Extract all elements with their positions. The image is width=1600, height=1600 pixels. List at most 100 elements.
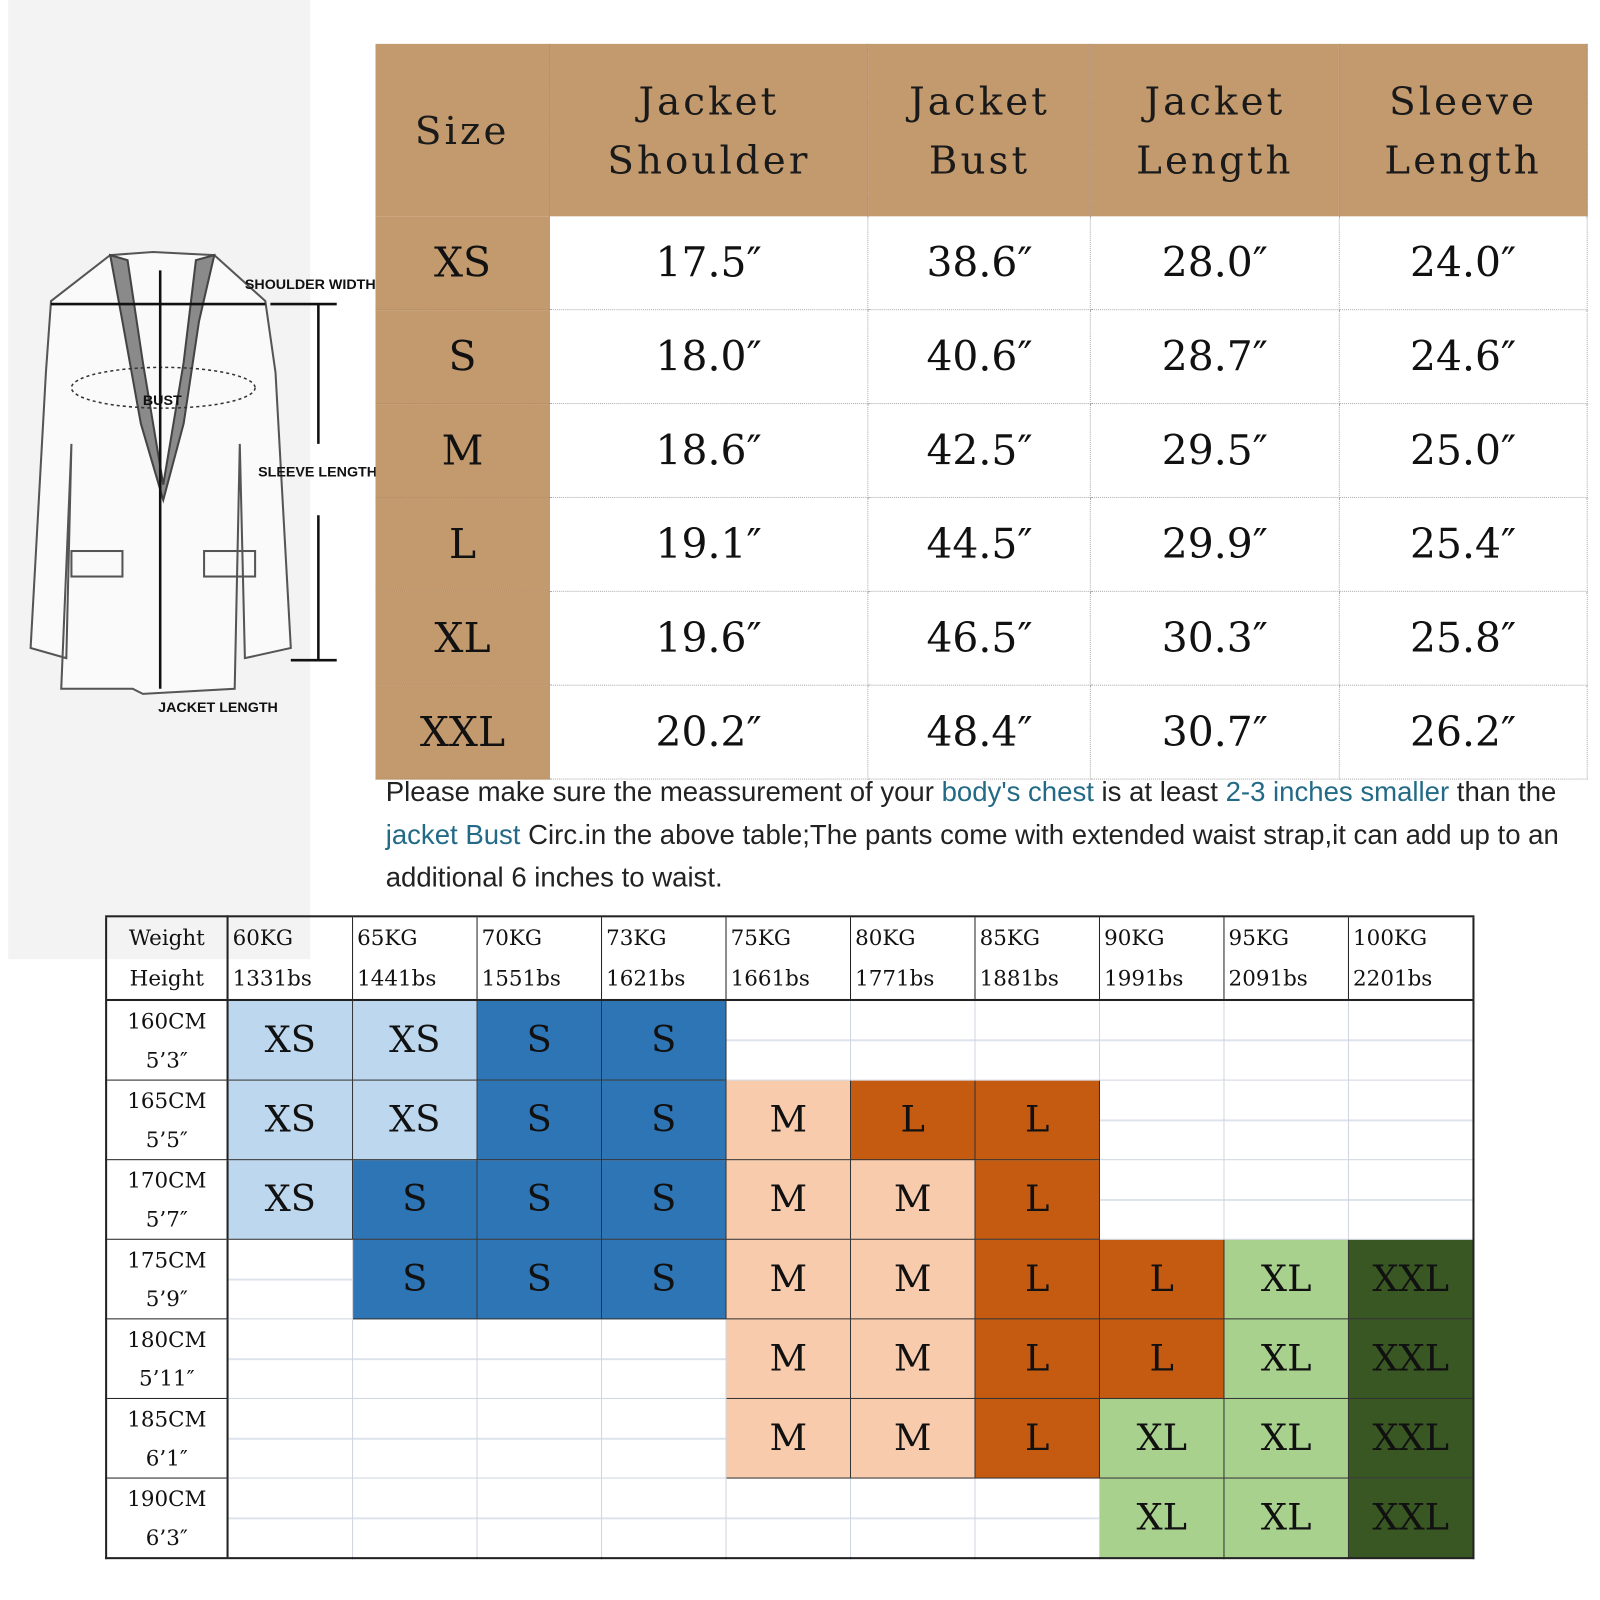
measurement-row: L 19.1″ 44.5″ 29.9″ 25.4″ [375, 497, 1588, 592]
header-text: Length [1136, 137, 1294, 183]
height-header: 170CM 5’7″ [105, 1159, 229, 1240]
header-text: Jacket [1144, 78, 1286, 123]
size-cell [352, 1397, 478, 1479]
size-cell [1347, 1079, 1474, 1161]
note-text: is at least [1093, 776, 1226, 808]
size-cell: M [725, 1159, 852, 1240]
height-header: 165CM 5’5″ [105, 1079, 229, 1161]
weight-kg: 85KG [979, 925, 1040, 950]
size-cell: XL [1223, 1318, 1349, 1399]
note-highlight: 2-3 inches smaller [1225, 776, 1450, 808]
size-cell: L [849, 1079, 976, 1161]
measurement-cell: 44.5″ [868, 497, 1092, 592]
size-cell: XL [375, 591, 550, 686]
size-cell [227, 1477, 354, 1559]
measurement-cell: 40.6″ [868, 309, 1092, 405]
size-cell: XS [375, 216, 550, 311]
size-cell [227, 1397, 354, 1479]
height-ft: 5’5″ [145, 1127, 188, 1152]
size-cell: S [601, 1079, 727, 1161]
header-text: Size [414, 107, 510, 153]
grid-row: 175CM 5’9″ S S S M M L L XL XXL [105, 1238, 1474, 1320]
corner-cell: Weight Height [105, 915, 229, 1002]
size-cell [974, 1477, 1100, 1559]
header-text: Shoulder [607, 137, 811, 183]
size-cell [1223, 1079, 1349, 1161]
measurement-cell: 46.5″ [868, 591, 1092, 686]
note-text: than the [1449, 776, 1557, 808]
measurement-table: Size Jacket Shoulder Jacket Bust Jacket Len… [375, 43, 1588, 780]
size-cell: XL [1223, 1397, 1349, 1479]
size-cell: XL [1098, 1397, 1225, 1479]
jacket-diagram: SHOULDER WIDTH BUST SLEEVE LENGTH JACKET… [29, 251, 377, 716]
weight-kg: 60KG [232, 925, 294, 950]
size-cell: S [352, 1238, 478, 1320]
weight-kg: 90KG [1104, 925, 1165, 950]
height-header: 185CM 6’1″ [105, 1397, 229, 1479]
measurement-cell: 29.5″ [1090, 403, 1340, 498]
size-cell: XS [352, 999, 478, 1081]
weight-lbs: 1661bs [730, 966, 810, 991]
sleeve-length-label: SLEEVE LENGTH [258, 465, 377, 481]
size-cell [352, 1318, 478, 1399]
size-cell [725, 999, 852, 1081]
size-cell [601, 1397, 727, 1479]
weight-header: 80KG 1771bs [849, 915, 976, 1002]
size-cell: M [375, 403, 550, 498]
measurement-cell: 28.7″ [1090, 309, 1340, 405]
measurement-cell: 28.0″ [1090, 216, 1340, 311]
measurement-row: XS 17.5″ 38.6″ 28.0″ 24.0″ [375, 216, 1588, 311]
size-cell: M [849, 1238, 976, 1320]
size-cell: XS [227, 1159, 354, 1240]
height-cm: 185CM [127, 1406, 207, 1432]
note-highlight: body's chest [941, 776, 1094, 808]
measurement-cell: 26.2″ [1338, 685, 1588, 780]
size-cell: S [476, 1079, 603, 1161]
measurement-cell: 24.0″ [1338, 216, 1588, 311]
height-label: Height [129, 966, 205, 991]
size-cell [1223, 1159, 1349, 1240]
height-cm: 175CM [127, 1247, 207, 1272]
height-header: 160CM 5’3″ [105, 999, 229, 1081]
sizing-note: Please make sure the meassurement of you… [386, 770, 1559, 899]
weight-lbs: 1551bs [481, 966, 561, 991]
weight-kg: 75KG [730, 925, 792, 950]
size-cell: XS [227, 1079, 354, 1161]
weight-label: Weight [128, 925, 205, 950]
size-cell: XXL [375, 685, 550, 780]
measurement-row: XXL 20.2″ 48.4″ 30.7″ 26.2″ [375, 685, 1588, 780]
measurement-row: S 18.0″ 40.6″ 28.7″ 24.6″ [375, 309, 1588, 405]
note-highlight: jacket Bust [385, 819, 521, 850]
height-cm: 190CM [127, 1486, 207, 1511]
header-text: Jacket [909, 78, 1050, 123]
size-cell: S [352, 1159, 478, 1240]
size-cell: S [476, 999, 603, 1081]
size-cell: L [974, 1079, 1100, 1161]
weight-header: 70KG 1551bs [476, 915, 603, 1002]
size-cell [849, 999, 976, 1081]
size-cell: M [849, 1397, 976, 1479]
size-cell: XS [352, 1079, 478, 1161]
weight-kg: 73KG [606, 925, 667, 950]
grid-header-row: Weight Height 60KG 1331bs 65KG 1441bs 70KG 1551… [105, 915, 1474, 1002]
measurement-row: XL 19.6″ 46.5″ 30.3″ 25.8″ [375, 591, 1588, 686]
weight-kg: 65KG [357, 925, 418, 950]
weight-lbs: 1441bs [357, 966, 437, 991]
size-cell [849, 1477, 976, 1559]
size-cell: XXL [1347, 1318, 1474, 1399]
size-recommendation-grid: Weight Height 60KG 1331bs 65KG 1441bs 70KG 1551… [105, 915, 1475, 1560]
size-cell: M [849, 1159, 976, 1240]
measurement-cell: 25.4″ [1338, 497, 1588, 592]
weight-header: 90KG 1991bs [1098, 915, 1225, 1002]
size-cell: M [849, 1318, 976, 1399]
size-cell: XL [1098, 1477, 1225, 1559]
measurement-cell: 18.0″ [549, 309, 869, 405]
size-cell [1098, 1159, 1225, 1240]
size-cell: M [725, 1318, 852, 1399]
weight-kg: 95KG [1228, 925, 1289, 950]
measurement-cell: 38.6″ [868, 216, 1092, 311]
size-cell [1098, 999, 1225, 1081]
weight-header: 65KG 1441bs [352, 915, 478, 1002]
size-cell: XXL [1347, 1477, 1474, 1559]
